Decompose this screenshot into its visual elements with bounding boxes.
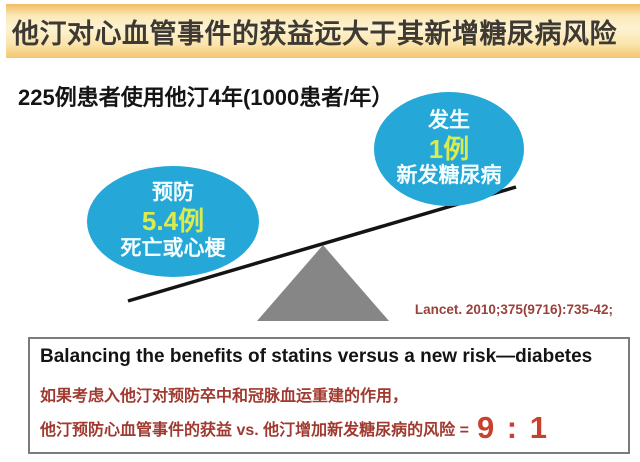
summary-heading: Balancing the benefits of statins versus… bbox=[40, 346, 593, 367]
benefit-bubble-line2: 死亡或心梗 bbox=[120, 236, 226, 260]
slide-title: 他汀对心血管事件的获益远大于其新增糖尿病风险 bbox=[12, 18, 617, 49]
slide-title-bar: 他汀对心血管事件的获益远大于其新增糖尿病风险 bbox=[6, 4, 640, 58]
ratio-value: 9 : 1 bbox=[476, 410, 549, 445]
risk-bubble-count: 1例 bbox=[428, 133, 470, 164]
risk-bubble-line1: 发生 bbox=[428, 108, 470, 132]
citation: Lancet. 2010;375(9716):735-42; bbox=[414, 302, 613, 317]
summary-ratio-prefix: 他汀预防心血管事件的获益 vs. 他汀增加新发糖尿病的风险 = bbox=[40, 421, 469, 439]
benefit-bubble-count: 5.4例 bbox=[141, 206, 205, 237]
summary-condition-line: 如果考虑入他汀对预防卒中和冠脉血运重建的作用， bbox=[40, 388, 409, 405]
risk-bubble: 发生 1例 新发糖尿病 bbox=[374, 92, 524, 206]
risk-bubble-line2: 新发糖尿病 bbox=[396, 164, 502, 188]
benefit-bubble-line1: 预防 bbox=[152, 181, 194, 205]
fulcrum-triangle bbox=[257, 245, 389, 321]
summary-ratio-line: 他汀预防心血管事件的获益 vs. 他汀增加新发糖尿病的风险 = 9 : 1 bbox=[40, 412, 628, 443]
patients-statement: 225例患者使用他汀4年(1000患者/年） bbox=[18, 85, 394, 110]
benefit-bubble: 预防 5.4例 死亡或心梗 bbox=[87, 166, 259, 277]
summary-box: Balancing the benefits of statins versus… bbox=[28, 337, 630, 454]
